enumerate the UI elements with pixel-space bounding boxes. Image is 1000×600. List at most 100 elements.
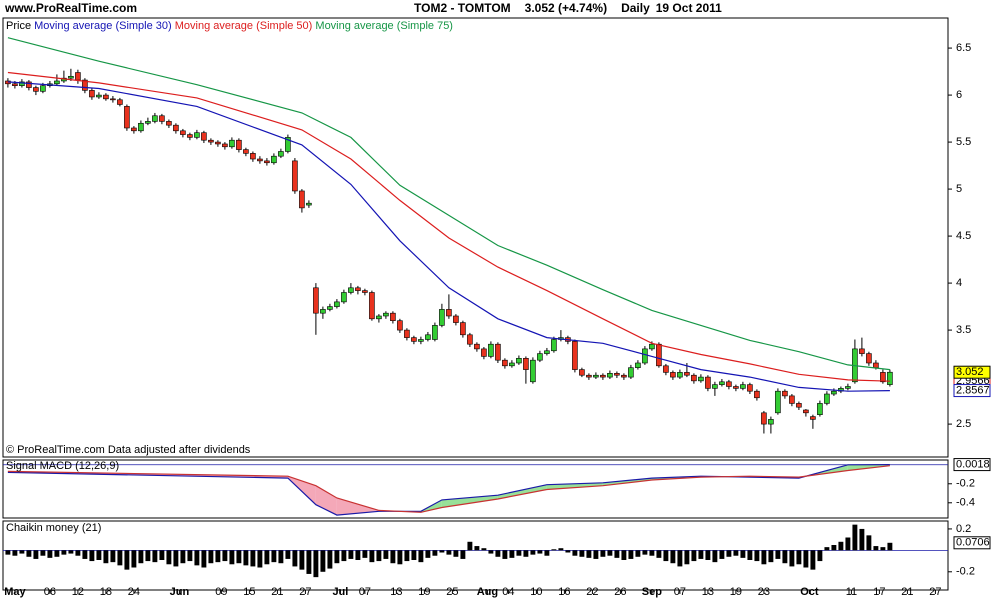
candle-body <box>782 390 788 397</box>
bar <box>411 550 417 560</box>
bar <box>320 550 326 572</box>
candle-body <box>432 325 438 340</box>
candle-body <box>663 365 669 373</box>
bar <box>26 550 32 557</box>
x-tick-label: 09 <box>215 586 227 598</box>
candle-body <box>390 312 396 321</box>
x-tick-label: Aug <box>477 586 498 598</box>
bar <box>173 550 179 567</box>
candle-body <box>243 149 249 154</box>
moving-average <box>7 81 890 392</box>
candle-body <box>530 359 536 383</box>
bar <box>313 550 319 578</box>
x-tick-label: May <box>4 586 26 598</box>
candle-body <box>859 348 865 354</box>
candle-body <box>845 386 851 389</box>
candle-body <box>19 81 25 86</box>
bar <box>789 550 795 567</box>
bar <box>68 550 74 554</box>
x-tick-label: Jul <box>332 586 348 598</box>
bar <box>768 550 774 563</box>
bar <box>670 550 676 564</box>
bar <box>579 550 585 557</box>
bar <box>887 542 893 551</box>
y-tick-label: 4.5 <box>956 230 971 242</box>
candle-body <box>593 374 599 378</box>
bar <box>285 550 291 559</box>
x-tick-label: 21 <box>901 586 913 598</box>
candle-body <box>775 390 781 414</box>
bar <box>117 550 123 566</box>
bar <box>684 550 690 565</box>
moving-average <box>7 71 890 382</box>
y-tick-label: 4 <box>956 277 962 289</box>
candle-body <box>201 132 207 141</box>
x-tick-label: Sep <box>642 586 662 598</box>
candle-body <box>635 362 641 368</box>
x-tick-label: Jun <box>170 586 190 598</box>
x-tick-label: 22 <box>586 586 598 598</box>
bar <box>278 550 284 564</box>
x-tick-label: 16 <box>558 586 570 598</box>
candle-body <box>327 306 333 310</box>
legend-entry: Price <box>6 20 31 32</box>
bar <box>222 550 228 562</box>
bar <box>103 550 109 564</box>
candle-body <box>96 94 102 98</box>
candle-body <box>719 381 725 385</box>
candle-body <box>677 372 683 378</box>
bar <box>432 550 438 556</box>
bar <box>810 550 816 570</box>
bar <box>747 550 753 560</box>
x-tick-label: 10 <box>530 586 542 598</box>
candle-body <box>26 81 32 88</box>
candle-body <box>166 121 172 126</box>
bar <box>229 550 235 565</box>
candle-body <box>551 339 557 352</box>
bar <box>299 550 305 570</box>
candle-body <box>173 124 179 132</box>
bar <box>614 550 620 558</box>
macd-fill <box>336 498 379 516</box>
candle-body <box>761 412 767 425</box>
candle-body <box>320 309 326 314</box>
bar <box>593 550 599 559</box>
date: 19 Oct 2011 <box>656 1 722 15</box>
candle-body <box>824 393 830 404</box>
candle-body <box>285 137 291 152</box>
candle-body <box>124 106 130 129</box>
x-tick-label: 19 <box>730 586 742 598</box>
value-label: 0.0706 <box>956 537 990 549</box>
candle-body <box>40 85 46 92</box>
legend-entry: Moving average (Simple 75) <box>315 20 453 32</box>
bar <box>5 550 11 555</box>
bar <box>355 550 361 560</box>
candle-body <box>89 90 95 98</box>
candle-body <box>628 367 634 378</box>
value-box <box>953 536 991 550</box>
candle-body <box>299 190 305 209</box>
candle-body <box>460 322 466 336</box>
legend-entry: Moving average (Simple 50) <box>175 20 313 32</box>
panel-frame <box>2 459 949 519</box>
value-box <box>953 384 991 398</box>
bar <box>47 550 53 558</box>
candle-body <box>474 343 480 350</box>
quote: 3.052 (+4.74%) <box>525 1 607 15</box>
bar <box>474 546 480 551</box>
candle-body <box>404 329 410 338</box>
candle-body <box>495 343 501 361</box>
legend: Price Moving average (Simple 30) Moving … <box>6 20 453 32</box>
bar <box>82 550 88 559</box>
x-tick-label: 23 <box>758 586 770 598</box>
candle-body <box>138 122 144 132</box>
candle-body <box>355 287 361 291</box>
macd-line <box>7 465 890 513</box>
candle-body <box>642 348 648 364</box>
candle-body <box>397 320 403 331</box>
bar <box>509 550 515 558</box>
bar <box>397 550 403 565</box>
bar <box>453 550 459 557</box>
